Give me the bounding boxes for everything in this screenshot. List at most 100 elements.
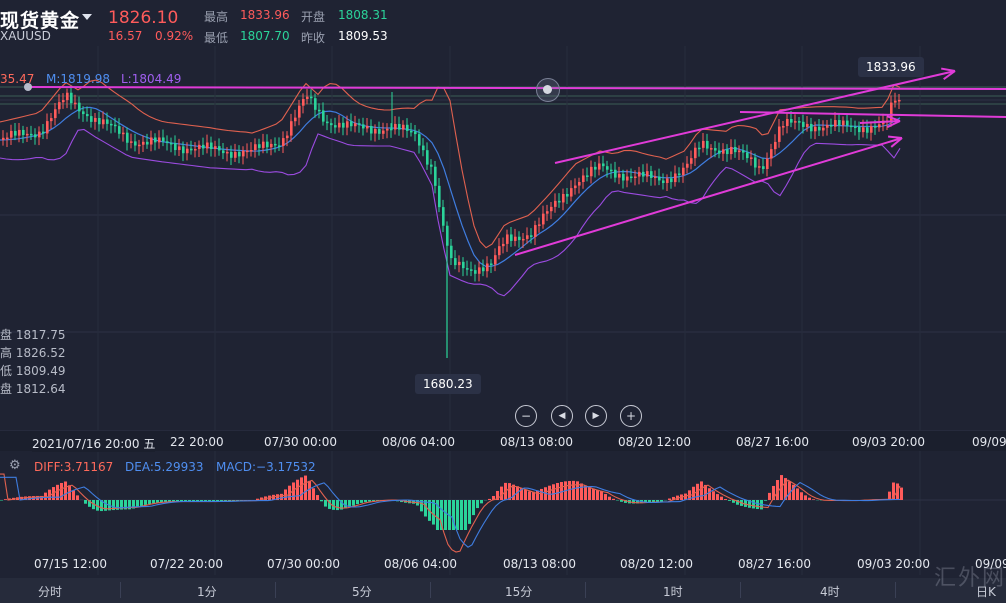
macd-bar xyxy=(128,500,131,510)
divider xyxy=(740,582,741,598)
macd-bar xyxy=(608,496,611,500)
candle-body xyxy=(870,126,873,133)
macd-bar xyxy=(440,500,443,530)
chevron-down-icon[interactable] xyxy=(82,14,92,20)
candle-body xyxy=(150,137,153,145)
tab-1min[interactable]: 1分 xyxy=(197,585,217,599)
tab-5min[interactable]: 5分 xyxy=(352,585,372,599)
macd-bar xyxy=(456,500,459,530)
macd-diff-line xyxy=(0,473,901,553)
date-tick: 09/03 20:00 xyxy=(852,435,925,449)
macd-bar xyxy=(368,500,371,502)
crosshair-dot-icon xyxy=(543,85,552,94)
macd-bar xyxy=(520,487,523,500)
candle-body xyxy=(10,130,13,138)
candle-body xyxy=(890,102,893,121)
macd-bar xyxy=(764,500,767,501)
macd-bar xyxy=(532,491,535,500)
macd-bar xyxy=(132,500,135,509)
candle-body xyxy=(26,133,29,136)
channel-mid-arrow xyxy=(859,120,901,124)
macd-bar xyxy=(720,496,723,500)
candle-body xyxy=(686,163,689,168)
macd-bar xyxy=(96,500,99,511)
high-value: 1833.96 xyxy=(240,8,290,22)
arrowhead-icon xyxy=(943,70,956,81)
zoom-in-button[interactable]: + xyxy=(620,405,642,427)
tab-4hour[interactable]: 4时 xyxy=(820,585,840,599)
instrument-title[interactable]: 现货黄金 xyxy=(0,10,81,32)
candle-body xyxy=(610,169,613,172)
candle-body xyxy=(58,102,61,110)
macd-bar xyxy=(64,481,67,500)
candle-body xyxy=(386,128,389,131)
macd-bar xyxy=(572,480,575,500)
candle-body xyxy=(762,166,765,169)
candle-body xyxy=(250,150,253,152)
candle-body xyxy=(822,127,825,131)
tab-1hour[interactable]: 1时 xyxy=(663,585,683,599)
candle-body xyxy=(290,121,293,136)
date-axis-top xyxy=(0,431,1006,451)
candle-body xyxy=(162,137,165,142)
candle-body xyxy=(378,129,381,134)
candle-body xyxy=(634,176,637,179)
macd-bar xyxy=(788,481,791,500)
crosshair-handle[interactable] xyxy=(536,78,560,102)
candle-body xyxy=(738,150,741,153)
support-line xyxy=(739,111,1006,118)
zoom-out-button[interactable]: − xyxy=(515,405,537,427)
macd-bar xyxy=(776,480,779,500)
candle-body xyxy=(542,213,545,225)
tab-daily[interactable]: 日K xyxy=(976,585,996,599)
macd-bar xyxy=(792,484,795,500)
candle-body xyxy=(2,137,5,140)
candle-body xyxy=(454,258,457,266)
macd-bar xyxy=(712,491,715,500)
macd-bar xyxy=(528,491,531,500)
candle-body xyxy=(406,124,409,131)
candle-body xyxy=(846,120,849,126)
candle-body xyxy=(758,166,761,168)
candle-body xyxy=(186,148,189,154)
tab-intraday[interactable]: 分时 xyxy=(38,585,63,599)
macd-bar xyxy=(748,500,751,508)
candle-body xyxy=(326,121,329,124)
candle-body xyxy=(42,131,45,134)
date-tick: 08/20 12:00 xyxy=(620,557,693,571)
macd-bar xyxy=(896,483,899,500)
candle-body xyxy=(862,127,865,133)
candle-body xyxy=(34,134,37,138)
macd-bar xyxy=(300,477,303,500)
candle-body xyxy=(226,151,229,154)
high-price-tag: 1833.96 xyxy=(858,57,924,77)
settings-gear-icon[interactable]: ⚙ xyxy=(9,458,21,473)
macd-bar xyxy=(104,500,107,511)
macd-bar xyxy=(624,500,627,503)
tab-15min[interactable]: 15分 xyxy=(505,585,533,599)
date-tick: 08/27 16:00 xyxy=(736,435,809,449)
boll-mid: M:1819.98 xyxy=(46,72,111,86)
macd-bar xyxy=(620,500,623,502)
candle-body xyxy=(330,123,333,126)
macd-bar xyxy=(332,500,335,510)
scroll-right-button[interactable]: ▶ xyxy=(585,405,607,427)
candle-body xyxy=(826,124,829,128)
candle-body xyxy=(670,178,673,183)
candle-body xyxy=(178,146,181,151)
price-change: 16.57 xyxy=(108,29,143,43)
macd-bar xyxy=(464,500,467,530)
candle-body xyxy=(138,144,141,147)
macd-bar xyxy=(48,489,51,500)
macd-bar xyxy=(220,500,223,502)
macd-bar xyxy=(324,500,327,507)
macd-bar xyxy=(304,475,307,500)
macd-bar xyxy=(100,500,103,512)
candle-body xyxy=(82,111,85,115)
scroll-left-button[interactable]: ◀ xyxy=(551,405,573,427)
candle-body xyxy=(838,120,841,126)
macd-bar xyxy=(508,483,511,500)
candle-body xyxy=(842,120,845,126)
candle-body xyxy=(770,149,773,159)
